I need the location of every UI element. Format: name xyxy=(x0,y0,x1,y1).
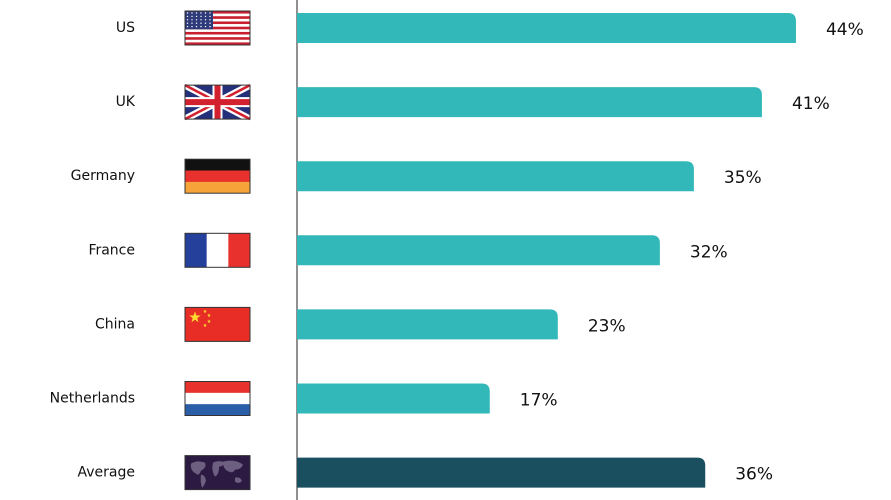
flag-stripe xyxy=(185,170,250,183)
flag xyxy=(184,158,251,194)
flag-star xyxy=(200,15,202,18)
flag-stripe xyxy=(185,404,250,416)
category-label: UK xyxy=(116,94,136,110)
flag-star xyxy=(209,15,211,18)
flag-bg xyxy=(185,307,250,342)
flag-star xyxy=(209,19,211,21)
flag-stripe xyxy=(185,26,250,30)
flag-star xyxy=(191,15,193,18)
flag-stripe xyxy=(206,233,229,268)
flag-star xyxy=(209,12,211,14)
flag-stripe xyxy=(185,21,250,25)
bar xyxy=(297,161,694,192)
flag-star xyxy=(195,15,198,18)
flag-star xyxy=(186,19,189,21)
flag-star xyxy=(207,319,211,323)
value-label: 23% xyxy=(588,316,626,336)
flag xyxy=(184,232,251,268)
flag-stripe xyxy=(185,31,250,35)
flag-cross xyxy=(185,85,250,120)
bar xyxy=(297,13,796,43)
flag-stripe xyxy=(228,233,251,268)
category-label: Average xyxy=(78,465,136,481)
flag-stripe xyxy=(185,39,250,43)
value-label: 32% xyxy=(690,242,728,262)
flag-star xyxy=(195,12,198,14)
flag-star xyxy=(186,25,189,28)
flag-star xyxy=(195,22,198,24)
flag xyxy=(184,10,251,46)
flag-star xyxy=(209,25,211,28)
bar xyxy=(297,309,558,340)
flag-border xyxy=(184,84,251,120)
flag xyxy=(184,306,251,342)
flag xyxy=(183,81,252,123)
flag-star xyxy=(204,19,207,21)
category-label: China xyxy=(95,316,135,332)
bar xyxy=(297,87,762,118)
flag-stripe xyxy=(185,13,250,17)
flag-stripe xyxy=(185,24,250,27)
flag-stripe xyxy=(185,29,250,33)
flag-stripe xyxy=(185,381,250,394)
flag-star xyxy=(207,313,211,317)
flag-border xyxy=(184,232,251,268)
flag xyxy=(184,455,251,491)
flag-stripe xyxy=(185,11,250,14)
flag-border xyxy=(184,158,251,194)
flag-star xyxy=(204,15,207,18)
category-label: Germany xyxy=(71,168,135,184)
flag-star xyxy=(200,22,202,24)
flag-star xyxy=(186,12,189,14)
value-label: 44% xyxy=(826,20,864,40)
flag-stripe xyxy=(185,16,250,20)
flag-stripe xyxy=(185,37,250,40)
flag-star xyxy=(200,25,202,28)
flag xyxy=(184,381,251,416)
flag-star xyxy=(204,12,207,14)
flag-star xyxy=(195,25,198,28)
flag-stripe xyxy=(185,181,250,194)
flag-star xyxy=(203,309,207,313)
value-label: 41% xyxy=(792,94,830,114)
bar xyxy=(297,383,490,414)
bar xyxy=(297,457,706,488)
flag-star xyxy=(204,25,207,28)
flag-star xyxy=(195,19,198,21)
bar xyxy=(297,235,660,266)
flag-border xyxy=(184,10,251,46)
flag-star xyxy=(204,22,207,24)
flag-star xyxy=(191,25,193,28)
flag-star xyxy=(191,19,193,21)
flag-border xyxy=(184,381,251,416)
flag-star xyxy=(209,22,211,24)
flag-stripe xyxy=(185,34,250,38)
flag-stripe xyxy=(185,233,207,268)
flag-star xyxy=(191,12,193,14)
category-label: US xyxy=(116,20,135,36)
category-label: Netherlands xyxy=(50,391,135,407)
flag-stripe xyxy=(185,159,250,171)
flag-star xyxy=(186,22,189,24)
flag-border xyxy=(184,455,251,491)
flag-star xyxy=(186,15,189,18)
flag-star xyxy=(200,19,202,21)
flag-stripe xyxy=(185,42,250,46)
flag-stripe xyxy=(185,392,250,405)
value-label: 17% xyxy=(520,391,558,411)
flag-border xyxy=(184,306,251,342)
flag-canton xyxy=(185,11,213,30)
flag-star xyxy=(200,12,202,14)
value-label: 35% xyxy=(724,168,762,188)
flag-stripe xyxy=(185,18,250,22)
flag-star xyxy=(203,323,207,327)
flag-map xyxy=(190,460,243,488)
category-label: France xyxy=(88,242,135,258)
value-label: 36% xyxy=(735,465,773,485)
flag-star xyxy=(191,22,193,24)
flag-star xyxy=(189,311,201,323)
